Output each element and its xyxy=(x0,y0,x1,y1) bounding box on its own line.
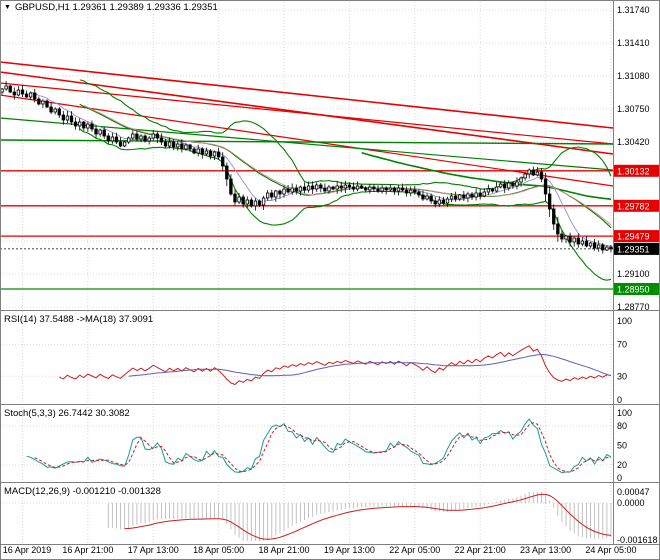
svg-text:1.30420: 1.30420 xyxy=(617,137,650,147)
svg-text:18 Apr 05:00: 18 Apr 05:00 xyxy=(193,545,244,555)
svg-text:20: 20 xyxy=(617,460,627,470)
svg-text:19 Apr 13:00: 19 Apr 13:00 xyxy=(324,545,375,555)
svg-text:22 Apr 21:00: 22 Apr 21:00 xyxy=(455,545,506,555)
svg-text:24 Apr 05:00: 24 Apr 05:00 xyxy=(585,545,636,555)
svg-text:1.29351: 1.29351 xyxy=(617,244,650,254)
svg-text:1.29100: 1.29100 xyxy=(617,269,650,279)
svg-text:0.00047: 0.00047 xyxy=(617,487,650,497)
axis-layer: 1.31740 1.31410 1.31080 1.30750 1.30420 1.291… xyxy=(614,5,659,312)
rsi-layer: 100 70 30 0 xyxy=(0,316,632,405)
svg-text:0: 0 xyxy=(617,473,622,483)
svg-text:17 Apr 13:00: 17 Apr 13:00 xyxy=(128,545,179,555)
svg-text:22 Apr 05:00: 22 Apr 05:00 xyxy=(389,545,440,555)
svg-text:100: 100 xyxy=(617,408,632,418)
svg-text:18 Apr 21:00: 18 Apr 21:00 xyxy=(258,545,309,555)
svg-text:50: 50 xyxy=(617,441,627,451)
svg-text:1.29782: 1.29782 xyxy=(617,201,650,211)
svg-text:1.30750: 1.30750 xyxy=(617,104,650,114)
svg-text:0: 0 xyxy=(617,395,622,405)
svg-text:30: 30 xyxy=(617,371,627,381)
svg-text:1.28950: 1.28950 xyxy=(617,285,650,295)
svg-text:16 Apr 2019: 16 Apr 2019 xyxy=(3,545,52,555)
svg-text:-0.001618: -0.001618 xyxy=(617,535,658,545)
svg-text:23 Apr 13:00: 23 Apr 13:00 xyxy=(520,545,571,555)
svg-text:1.28770: 1.28770 xyxy=(617,302,650,312)
svg-text:1.31080: 1.31080 xyxy=(617,71,650,81)
svg-text:1.31740: 1.31740 xyxy=(617,5,650,15)
svg-text:70: 70 xyxy=(617,340,627,350)
svg-text:1.29479: 1.29479 xyxy=(617,232,650,242)
candles-layer xyxy=(0,81,613,254)
svg-text:16 Apr 21:00: 16 Apr 21:00 xyxy=(62,545,113,555)
svg-text:1.31410: 1.31410 xyxy=(617,38,650,48)
svg-text:1.30132: 1.30132 xyxy=(617,166,650,176)
overlay-layer xyxy=(30,79,612,281)
time-layer: 16 Apr 2019 16 Apr 21:00 17 Apr 13:00 18 Ap… xyxy=(3,545,637,555)
svg-text:100: 100 xyxy=(617,316,632,326)
stoch-layer: 100 80 50 20 0 xyxy=(0,408,632,483)
svg-text:80: 80 xyxy=(617,421,627,431)
svg-text:0.0000: 0.0000 xyxy=(617,498,645,508)
